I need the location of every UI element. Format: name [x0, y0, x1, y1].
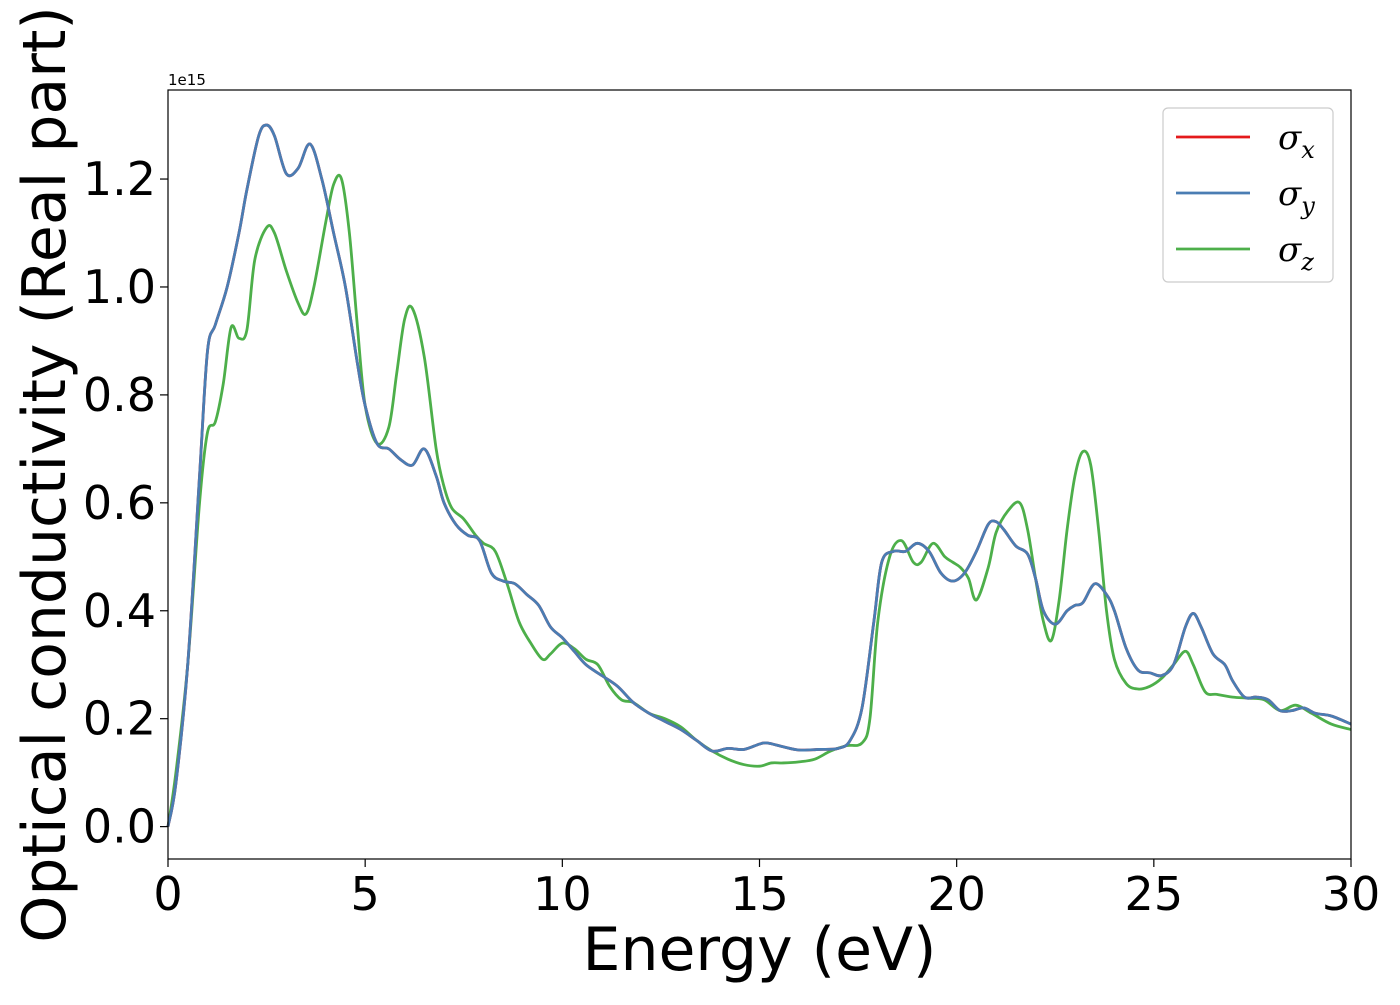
y-tick-label: 1.2 — [83, 152, 156, 206]
y-tick-label: 0.4 — [83, 584, 156, 638]
y-axis: 0.0 0.2 0.4 0.6 0.8 1.0 1.2 — [83, 152, 168, 854]
x-tick-label: 0 — [153, 867, 182, 921]
legend-label-x: σx — [1278, 118, 1315, 164]
y-tick-label: 0.6 — [83, 476, 156, 530]
legend-box — [1162, 107, 1334, 283]
x-tick-label: 10 — [533, 867, 592, 921]
y-tick-label: 0.0 — [83, 800, 156, 854]
y-offset-label: 1e15 — [168, 71, 206, 89]
legend-label-z: σz — [1278, 230, 1314, 276]
y-tick-label: 0.2 — [83, 692, 156, 746]
x-axis-title: Energy (eV) — [583, 915, 937, 985]
x-tick-label: 30 — [1322, 867, 1381, 921]
series-line-y — [166, 123, 1352, 827]
x-axis: 0 5 10 15 20 25 30 — [153, 859, 1380, 921]
x-tick-label: 15 — [730, 867, 789, 921]
series-line-z — [166, 173, 1352, 827]
legend: σx σy σz — [1162, 107, 1334, 283]
x-tick-label: 5 — [351, 867, 380, 921]
y-axis-title: Optical conductivity (Real part) — [10, 6, 80, 943]
y-tick-label: 0.8 — [83, 368, 156, 422]
series-layer — [166, 123, 1352, 827]
legend-label-y: σy — [1278, 174, 1315, 220]
x-tick-label: 20 — [927, 867, 986, 921]
y-tick-label: 1.0 — [83, 260, 156, 314]
plot-area-background — [168, 90, 1351, 859]
x-tick-label: 25 — [1125, 867, 1184, 921]
